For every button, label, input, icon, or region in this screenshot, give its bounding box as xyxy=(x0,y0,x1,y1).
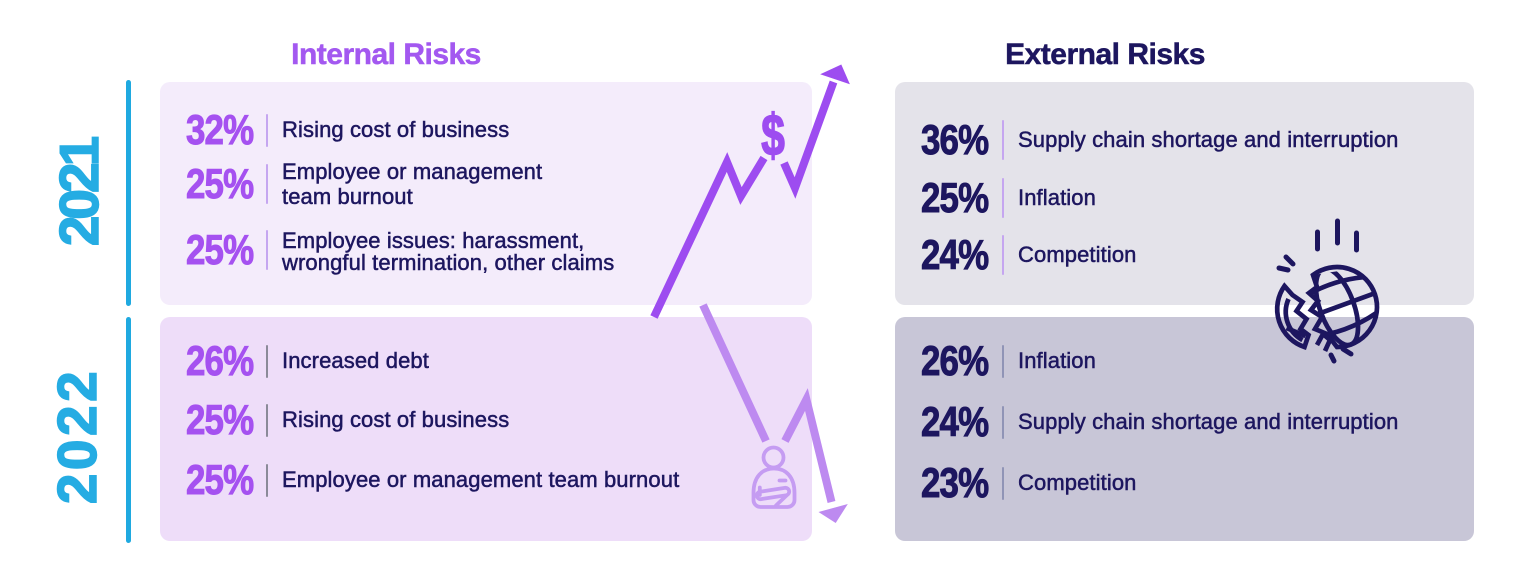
svg-text:$: $ xyxy=(761,102,785,167)
